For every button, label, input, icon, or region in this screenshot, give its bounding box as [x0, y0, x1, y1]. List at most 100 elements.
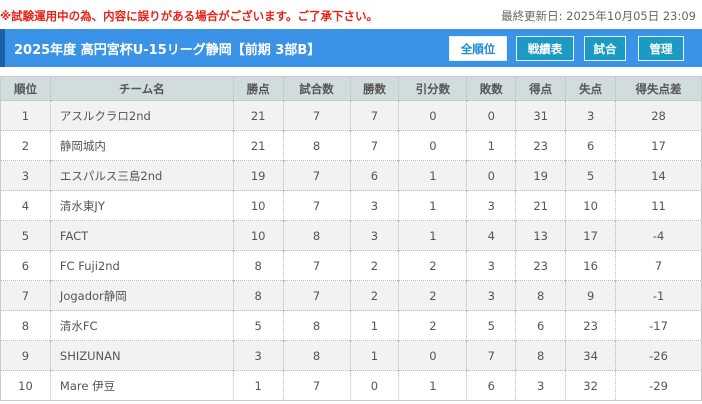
- table-row: 3 エスパルス三島2nd 19 7 6 1 0 19 5 14: [0, 160, 702, 191]
- table-cell: 7: [282, 250, 350, 281]
- table-cell: 0: [466, 100, 516, 131]
- table-cell: 1: [232, 370, 284, 401]
- column-header: 勝点: [232, 76, 284, 101]
- standings-table: 順位 チーム名 勝点 試合数 勝数 引分数 敗数 得点 失点 得失点差 1 アスルクラロ2nd 21 7…: [0, 76, 702, 401]
- table-cell: 8: [515, 280, 566, 311]
- table-cell: 8: [0, 310, 51, 341]
- table-cell: 6: [565, 130, 616, 161]
- results-table-button[interactable]: 戦績表: [516, 36, 574, 61]
- table-header: 順位 チーム名 勝点 試合数 勝数 引分数 敗数 得点 失点 得失点差: [0, 76, 702, 101]
- table-cell: 4: [0, 190, 51, 221]
- table-cell: 3: [466, 280, 516, 311]
- table-cell: 21: [515, 190, 566, 221]
- table-cell: 1: [0, 100, 51, 131]
- table-cell: 6: [349, 160, 399, 191]
- table-cell: -1: [615, 280, 702, 311]
- table-cell: 2: [349, 280, 399, 311]
- team-name: エスパルス三島2nd: [49, 160, 234, 191]
- table-cell: -26: [615, 340, 702, 371]
- table-cell: 0: [398, 100, 467, 131]
- column-header: 失点: [565, 76, 616, 101]
- team-name: SHIZUNAN: [49, 340, 234, 371]
- table-cell: 10: [565, 190, 616, 221]
- column-header: 得点: [515, 76, 566, 101]
- column-header: チーム名: [49, 76, 234, 101]
- table-cell: 2: [349, 250, 399, 281]
- table-cell: 19: [515, 160, 566, 191]
- matches-button[interactable]: 試合: [584, 36, 626, 61]
- table-cell: -4: [615, 220, 702, 251]
- table-row: 6 FC Fuji2nd 8 7 2 2 3 23 16 7: [0, 250, 702, 281]
- table-cell: 10: [232, 190, 284, 221]
- table-cell: 10: [232, 220, 284, 251]
- all-standings-button[interactable]: 全順位: [449, 36, 507, 61]
- table-cell: 8: [515, 340, 566, 371]
- table-cell: 2: [398, 250, 467, 281]
- table-cell: 7: [349, 130, 399, 161]
- table-cell: 13: [515, 220, 566, 251]
- table-cell: 16: [565, 250, 616, 281]
- table-cell: 1: [349, 310, 399, 341]
- table-cell: 2: [0, 130, 51, 161]
- table-cell: 3: [349, 190, 399, 221]
- table-cell: 32: [565, 370, 616, 401]
- table-cell: 3: [466, 250, 516, 281]
- table-cell: 3: [0, 160, 51, 191]
- table-cell: 6: [0, 250, 51, 281]
- column-header: 試合数: [282, 76, 350, 101]
- table-row: 2 静岡城内 21 8 7 0 1 23 6 17: [0, 130, 702, 161]
- table-cell: 5: [565, 160, 616, 191]
- table-cell: 34: [565, 340, 616, 371]
- table-cell: 21: [232, 130, 284, 161]
- table-cell: 21: [232, 100, 284, 131]
- table-cell: 31: [515, 100, 566, 131]
- table-cell: 28: [615, 100, 702, 131]
- table-cell: 7: [282, 190, 350, 221]
- table-cell: 3: [232, 340, 284, 371]
- title-bar: 2025年度 高円宮杯U-15リーグ静岡【前期 3部B】 全順位 戦績表 試合 …: [0, 29, 702, 67]
- table-cell: 8: [282, 310, 350, 341]
- table-cell: 1: [398, 220, 467, 251]
- table-cell: -17: [615, 310, 702, 341]
- table-cell: 23: [565, 310, 616, 341]
- column-header: 引分数: [398, 76, 467, 101]
- table-cell: 7: [0, 280, 51, 311]
- column-header: 敗数: [466, 76, 516, 101]
- table-row: 8 清水FC 5 8 1 2 5 6 23 -17: [0, 310, 702, 341]
- table-cell: 17: [615, 130, 702, 161]
- table-cell: 0: [398, 340, 467, 371]
- table-cell: 23: [515, 130, 566, 161]
- table-cell: 7: [349, 100, 399, 131]
- table-cell: 1: [349, 340, 399, 371]
- table-row: 9 SHIZUNAN 3 8 1 0 7 8 34 -26: [0, 340, 702, 371]
- table-cell: 0: [398, 130, 467, 161]
- table-cell: 10: [0, 370, 51, 401]
- table-cell: 9: [565, 280, 616, 311]
- table-cell: 17: [565, 220, 616, 251]
- table-cell: 8: [232, 250, 284, 281]
- team-name: Jogador静岡: [49, 280, 234, 311]
- table-row: 10 Mare 伊豆 1 7 0 1 6 3 32 -29: [0, 370, 702, 401]
- table-cell: 7: [466, 340, 516, 371]
- team-name: アスルクラロ2nd: [49, 100, 234, 131]
- table-row: 1 アスルクラロ2nd 21 7 7 0 0 31 3 28: [0, 100, 702, 131]
- table-cell: 9: [0, 340, 51, 371]
- team-name: FACT: [49, 220, 234, 251]
- table-cell: 14: [615, 160, 702, 191]
- table-row: 7 Jogador静岡 8 7 2 2 3 8 9 -1: [0, 280, 702, 311]
- table-cell: 8: [282, 340, 350, 371]
- table-cell: 6: [515, 310, 566, 341]
- admin-button[interactable]: 管理: [638, 36, 684, 61]
- table-cell: 8: [282, 130, 350, 161]
- table-cell: 5: [232, 310, 284, 341]
- table-cell: 0: [349, 370, 399, 401]
- table-cell: -29: [615, 370, 702, 401]
- table-cell: 19: [232, 160, 284, 191]
- table-row: 4 清水東JY 10 7 3 1 3 21 10 11: [0, 190, 702, 221]
- table-cell: 23: [515, 250, 566, 281]
- table-cell: 3: [349, 220, 399, 251]
- table-cell: 0: [466, 160, 516, 191]
- table-cell: 3: [565, 100, 616, 131]
- table-cell: 8: [282, 220, 350, 251]
- table-cell: 1: [398, 370, 467, 401]
